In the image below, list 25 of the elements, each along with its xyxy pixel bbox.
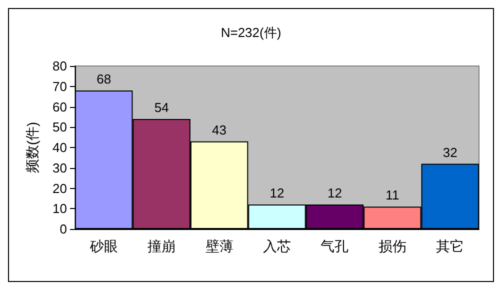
- data-label: 32: [442, 144, 458, 160]
- y-tick-label: 20: [52, 180, 67, 196]
- data-label: 43: [212, 122, 227, 138]
- y-tick-label: 60: [52, 99, 67, 114]
- data-label: 11: [386, 188, 400, 203]
- x-tick-label: 其它: [436, 238, 464, 254]
- data-label: 12: [327, 186, 342, 201]
- y-tick-label: 10: [52, 201, 67, 216]
- y-axis-title: 频数(件): [24, 122, 40, 174]
- x-tick-label: 砂眼: [88, 238, 118, 254]
- x-tick-label: 壁薄: [205, 238, 234, 254]
- x-tick-label: 损伤: [378, 238, 406, 254]
- data-label: 12: [270, 186, 284, 201]
- y-tick-label: 80: [52, 58, 67, 74]
- y-tick-label: 0: [60, 222, 67, 236]
- y-tick-label: 40: [52, 140, 67, 155]
- y-tick-label: 30: [52, 160, 67, 176]
- y-tick-label: 50: [52, 120, 67, 135]
- x-tick-label: 撞崩: [148, 238, 176, 254]
- chart-title: N=232(件): [220, 25, 282, 40]
- x-tick-label: 入芯: [263, 238, 291, 254]
- x-tick-label: 气孔: [320, 238, 349, 254]
- y-tick-label: 70: [52, 78, 67, 94]
- data-label: 68: [96, 71, 112, 86]
- data-label: 54: [154, 100, 169, 115]
